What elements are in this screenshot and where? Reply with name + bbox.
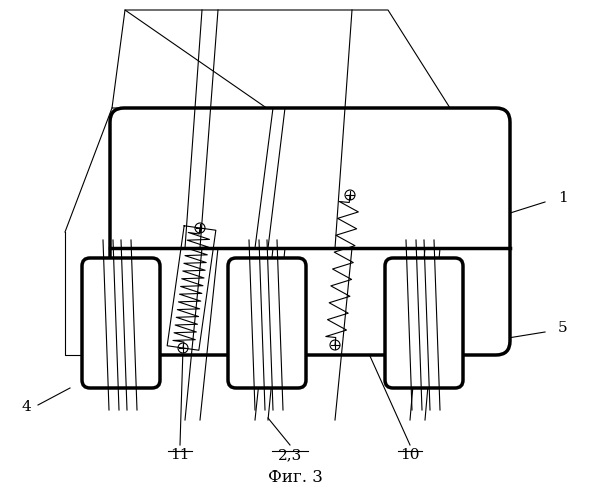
FancyBboxPatch shape: [385, 258, 463, 388]
Text: 4: 4: [22, 400, 32, 414]
Text: 2,3: 2,3: [278, 448, 302, 462]
Text: 1: 1: [558, 191, 568, 205]
Polygon shape: [112, 10, 450, 108]
Text: Фиг. 3: Фиг. 3: [268, 470, 323, 486]
Text: 5: 5: [558, 321, 567, 335]
FancyBboxPatch shape: [110, 108, 510, 355]
FancyBboxPatch shape: [228, 258, 306, 388]
Text: 10: 10: [400, 448, 420, 462]
FancyBboxPatch shape: [82, 258, 160, 388]
Text: 11: 11: [170, 448, 190, 462]
